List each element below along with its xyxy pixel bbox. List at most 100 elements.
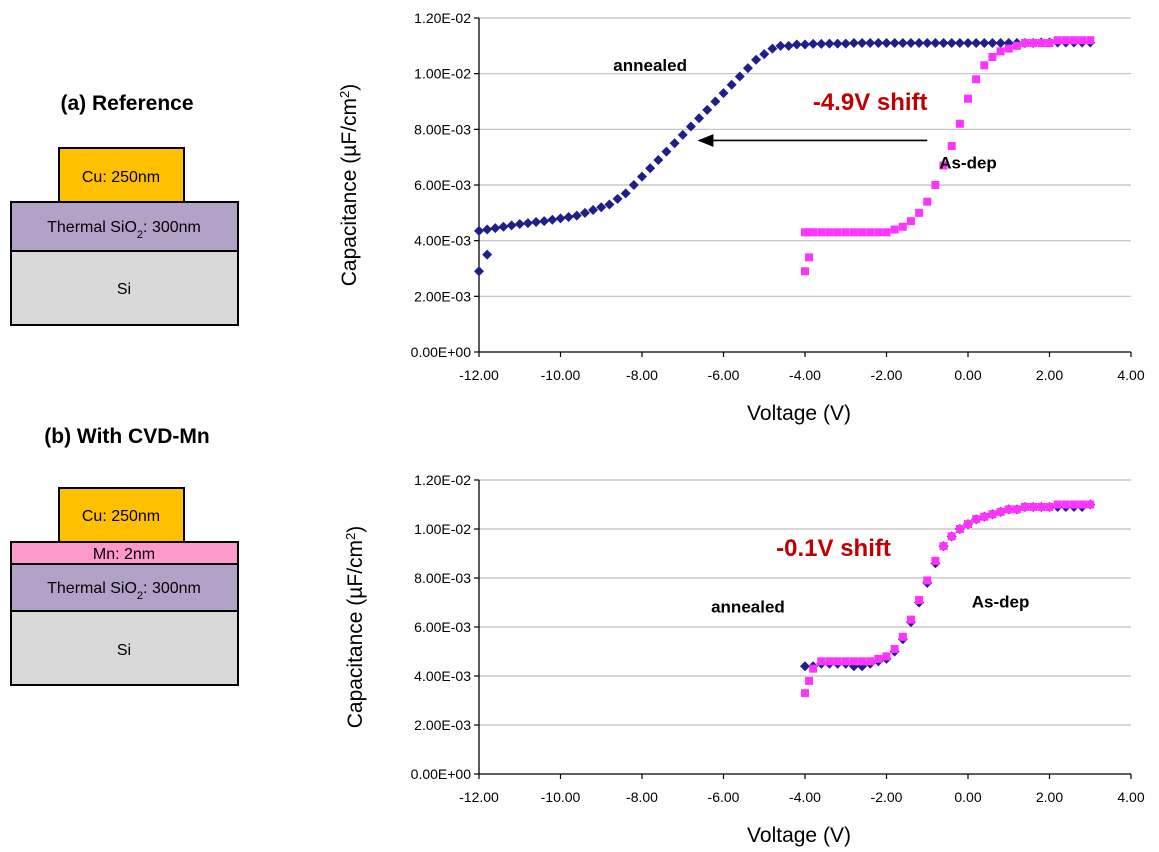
asdep-point [874,228,883,237]
annealed-point [596,202,607,213]
annealed-point [783,40,794,51]
layer-sio2-rect [10,563,239,612]
asdep-point [1086,500,1095,509]
shift-annotation: -0.1V shift [776,535,891,562]
asdep-point [964,520,972,529]
annealed-point [800,661,810,672]
annealed-point [702,104,713,115]
asdep-point [849,657,858,666]
annealed-point [628,180,639,190]
annealed-point [637,171,647,182]
asdep-point [1053,500,1062,509]
y-tick-label: 6.00E-03 [414,619,471,635]
cv-chart-with-mn: 0.00E+00 2.00E-03 4.00E-03 6.00E-03 8.00E-03… [343,472,1145,847]
annealed-point [930,38,941,49]
annealed-point [873,38,884,49]
annealed-point [759,49,770,60]
annealed-point [645,163,656,174]
asdep-point [809,664,818,673]
y-tick-label: 1.20E-02 [414,472,471,488]
asdep-point [1037,502,1046,511]
annealed-point [751,54,762,65]
x-tick-label: 0.00 [954,367,981,383]
asdep-point [825,228,834,237]
annealed-point [897,38,908,49]
asdep-point [1012,41,1021,50]
y-axis-label: Capacitance (µF/cm2) [343,526,368,729]
annealed-point [995,38,1006,49]
x-tick-label: 2.00 [1036,789,1063,805]
annealed-point [987,38,998,49]
annealed-point [588,205,599,216]
x-tick-label: -10.00 [541,367,581,383]
annealed-point [482,249,493,260]
asdep-point [996,507,1005,516]
layer-cu-label: Cu: 250nm [82,169,160,186]
x-axis-label: Voltage (V) [747,824,851,847]
asdep-point [915,208,924,217]
asdep-point [1004,44,1013,53]
asdep-point [1061,36,1070,45]
asdep-point [1004,505,1013,514]
series-annotation: annealed [711,597,785,616]
annealed-point [555,213,566,224]
panel-b-heading: (b) With CVD-Mn [44,425,209,448]
x-tick-label: -2.00 [871,789,903,805]
x-tick-label: -4.00 [789,367,821,383]
annealed-point [710,96,721,107]
x-tick-label: 4.00 [1117,789,1144,805]
asdep-point [866,228,875,237]
annealed-point [865,38,876,49]
x-tick-label: -6.00 [708,367,740,383]
annealed-point [742,63,753,74]
annealed-point [816,38,827,49]
layer-sio2: Thermal SiO2: 300nm [10,201,239,252]
annealed-point [979,38,990,49]
cv-chart-reference: 0.00E+00 2.00E-03 4.00E-03 6.00E-03 8.00E-03… [337,10,1145,425]
annealed-point [474,266,484,277]
annealed-point [922,38,933,49]
y-tick-label: 2.00E-03 [414,288,471,304]
annealed-point [661,146,672,157]
series-annotation: As-dep [939,153,997,172]
y-tick-label: 1.20E-02 [414,10,471,26]
y-tick-label: 4.00E-03 [414,668,471,684]
x-tick-label: -8.00 [626,367,658,383]
annealed-point [653,154,664,165]
asdep-point [931,181,940,189]
layer-mn: Mn: 2nm [10,541,239,565]
asdep-point [1021,39,1030,48]
y-tick-label: 8.00E-03 [414,121,471,137]
layer-sio2-label: Thermal SiO2: 300nm [47,580,201,602]
layer-cu: Cu: 250nm [58,147,185,203]
asdep-point [801,228,809,237]
x-tick-label: -8.00 [626,789,658,805]
y-tick-label: 4.00E-03 [414,233,471,249]
layer-cu: Cu: 250nm [58,487,185,543]
annealed-point [946,38,957,49]
x-tick-label: 4.00 [1117,367,1144,383]
asdep-point [931,556,940,565]
asdep-point [923,576,932,585]
asdep-point [858,657,867,666]
asdep-point [833,228,842,237]
x-tick-label: -4.00 [789,789,821,805]
asdep-point [923,197,932,206]
annealed-point [840,38,851,49]
layer-sio2: Thermal SiO2: 300nm [10,563,239,612]
asdep-point [906,615,915,624]
asdep-point [817,657,826,666]
panel-a-heading: (a) Reference [60,92,193,115]
annealed-point [857,38,868,49]
asdep-point [980,61,989,70]
asdep-point [988,52,997,61]
annealed-point [612,193,623,204]
y-tick-label: 2.00E-03 [414,717,471,733]
layer-si: Si [10,250,239,326]
asdep-point [805,676,814,685]
asdep-point [939,542,948,551]
y-axis-label: Capacitance (µF/cm2) [337,84,362,287]
asdep-point [1037,39,1046,48]
annealed-point [498,221,509,232]
